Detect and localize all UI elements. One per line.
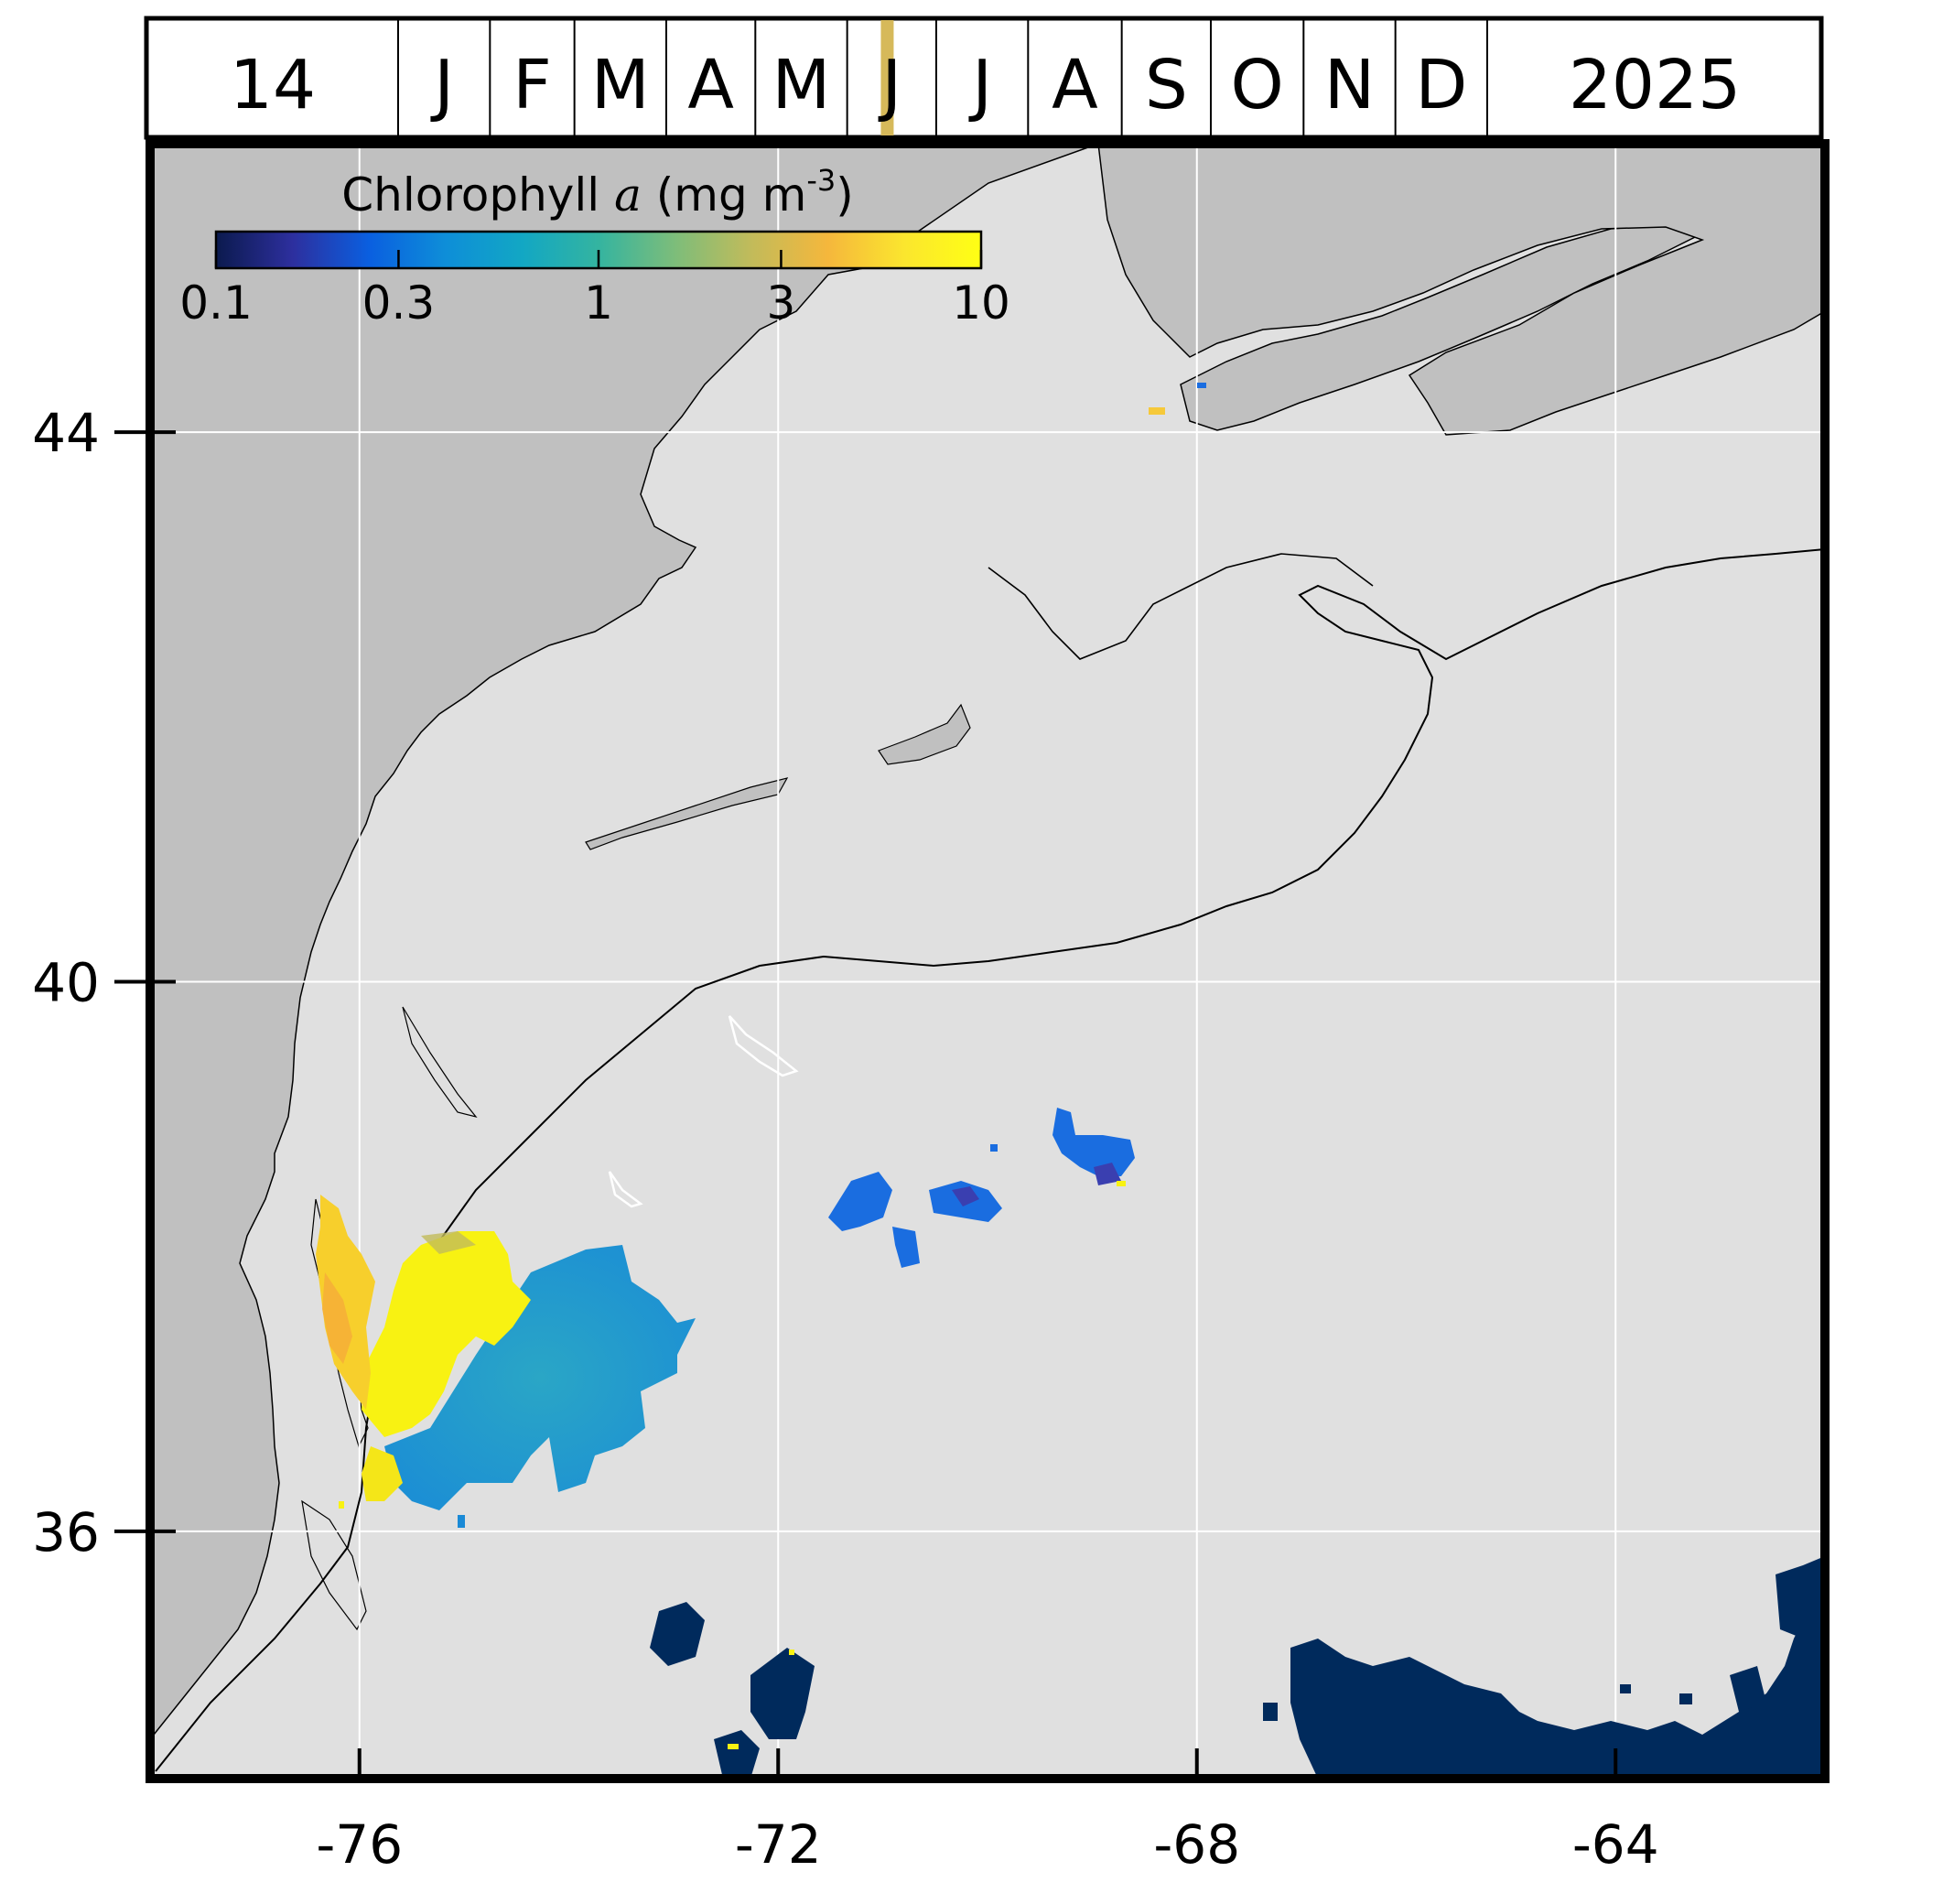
chlorophyll-patch [458, 1515, 465, 1528]
chlorophyll-patch [1776, 1556, 1825, 1639]
canyon-outline [608, 1171, 643, 1208]
month-label: M [772, 46, 831, 124]
chlorophyll-patch [1149, 407, 1165, 415]
graticule [150, 144, 1825, 1779]
chlorophyll-patch [1094, 1163, 1121, 1185]
colorbar-tick-label: 0.3 [362, 276, 436, 330]
chlorophyll-patch [384, 1245, 696, 1510]
y-tick-label: 40 [32, 952, 100, 1014]
chlorophyll-patch [1117, 1181, 1126, 1186]
colorbar-tick-label: 3 [767, 276, 796, 330]
x-tick-label: -72 [735, 1813, 822, 1876]
chlorophyll-patch [1620, 1684, 1631, 1693]
month-label: O [1231, 46, 1284, 124]
month-label: A [687, 46, 734, 124]
month-dividers [489, 18, 1397, 137]
x-tick-label: -64 [1572, 1813, 1659, 1876]
chlorophyll-patch [990, 1144, 998, 1152]
delaware-bay [402, 1006, 478, 1119]
colorbar-ticks: 0.1 0.3 1 3 10 [179, 250, 1010, 330]
month-label: N [1324, 46, 1375, 124]
chlorophyll-patch [714, 1730, 760, 1779]
chlorophyll-patch [1197, 383, 1206, 388]
chlorophyll-patch [650, 1602, 705, 1666]
month-label: M [591, 46, 650, 124]
x-axis: -76 -72 -68 -64 [316, 1748, 1659, 1876]
chlorophyll-patch [952, 1186, 979, 1206]
map-frame [146, 139, 1830, 1783]
colorbar: Chlorophyll a (mg m-3) 0.1 0.3 1 3 10 [179, 163, 1010, 330]
chlorophyll-patch [421, 1231, 476, 1254]
nova-scotia [1180, 223, 1704, 431]
month-label: J [878, 46, 901, 124]
day-label: 14 [230, 46, 316, 124]
y-tick-label: 44 [32, 402, 100, 464]
chlorophyll-data [316, 383, 1825, 1779]
chlorophyll-patch [316, 1195, 375, 1410]
gulf-of-maine-contour [988, 553, 1374, 660]
year-label: 2025 [1569, 46, 1741, 124]
map-panel: Chlorophyll a (mg m-3) 0.1 0.3 1 3 10 [150, 144, 1825, 1779]
chlorophyll-patch [728, 1744, 739, 1749]
chlorophyll-patch [1052, 1108, 1135, 1176]
y-tick-label: 36 [32, 1501, 100, 1563]
colorbar-title: Chlorophyll a (mg m-3) [341, 163, 854, 222]
chlorophyll-patch [892, 1227, 920, 1268]
chlorophyll-patch [339, 1501, 344, 1509]
chlorophyll-patch [789, 1650, 794, 1655]
month-label: F [513, 46, 552, 124]
canyon-outline [728, 1015, 799, 1077]
month-label: J [968, 46, 992, 124]
chlorophyll-patch [1263, 1703, 1278, 1721]
land-us-coast [150, 144, 1099, 1741]
chlorophyll-patch [750, 1648, 815, 1739]
x-tick-label: -76 [316, 1813, 403, 1876]
month-label: S [1145, 46, 1188, 124]
colorbar-tick-label: 1 [584, 276, 613, 330]
colorbar-tick-label: 10 [952, 276, 1010, 330]
colorbar-tick-label: 0.1 [179, 276, 253, 330]
chlorophyll-patch [1290, 1574, 1825, 1779]
month-label: D [1415, 46, 1467, 124]
y-axis: 44 40 36 [32, 402, 176, 1563]
month-label: J [430, 46, 454, 124]
cape-cod [878, 703, 971, 765]
chlorophyll-patch [322, 1272, 352, 1364]
chlorophyll-patch [1679, 1693, 1692, 1704]
chlorophyll-patch [362, 1446, 403, 1501]
chlorophyll-patch [828, 1172, 892, 1231]
current-date-marker [880, 20, 894, 135]
x-tick-label: -68 [1153, 1813, 1240, 1876]
chlorophyll-patch [1730, 1666, 1766, 1712]
gulf-st-lawrence-land [1097, 144, 1825, 436]
chlorophyll-patch [362, 1231, 531, 1437]
month-label: A [1052, 46, 1098, 124]
